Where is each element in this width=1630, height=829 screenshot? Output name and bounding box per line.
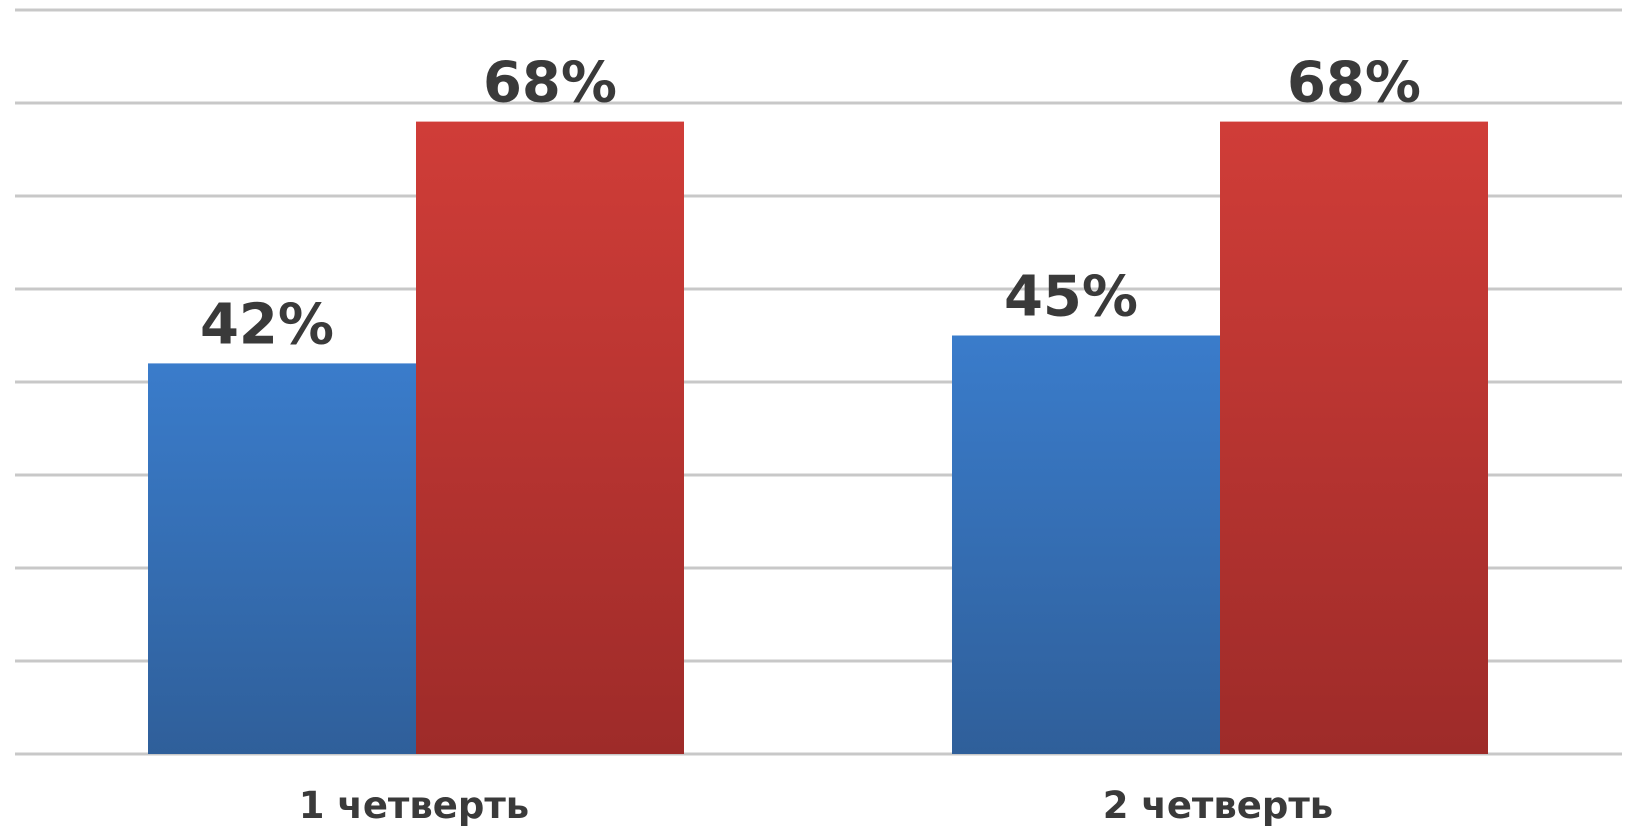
data-label: 68% [1287, 51, 1421, 116]
bar-series-1-2 [952, 335, 1220, 754]
x-axis-tick-labels: 1 четверть 2 четверть [299, 784, 1333, 827]
bar-series-2-2 [1220, 121, 1488, 755]
x-tick-label: 1 четверть [299, 784, 529, 827]
data-label: 42% [200, 292, 334, 357]
bar-series-1-1 [148, 363, 416, 754]
data-labels: 42% 68% 45% 68% [200, 51, 1421, 358]
data-label: 68% [483, 51, 617, 116]
x-tick-label: 2 четверть [1103, 784, 1333, 827]
bars [148, 121, 1488, 755]
bar-series-2-1 [416, 121, 684, 755]
data-label: 45% [1004, 265, 1138, 330]
